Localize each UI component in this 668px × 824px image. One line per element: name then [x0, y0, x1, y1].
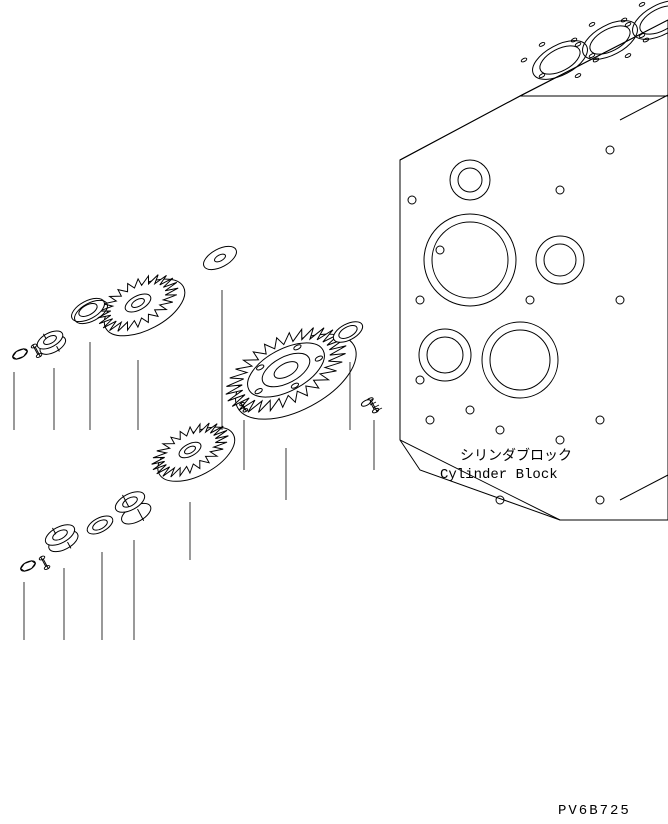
part-bolt — [19, 555, 50, 573]
part-ring-thin — [84, 512, 115, 538]
small-parts-group — [11, 242, 382, 574]
part-washer-cyl — [42, 520, 81, 556]
part-sleeve — [112, 487, 154, 528]
idle-gear-diagram: シリンダブロック Cylinder Block PV6B725 — [0, 0, 668, 824]
label-cylinder-block-jp: シリンダブロック — [460, 447, 572, 465]
cylinder-block-outline — [400, 0, 668, 520]
gear — [149, 416, 243, 493]
label-cylinder-block-en: Cylinder Block — [440, 467, 558, 483]
part-stud — [360, 397, 382, 414]
gears-group — [95, 267, 369, 492]
gear — [95, 267, 193, 347]
part-ring-flat — [200, 242, 240, 275]
drawing-code: PV6B725 — [558, 803, 631, 819]
